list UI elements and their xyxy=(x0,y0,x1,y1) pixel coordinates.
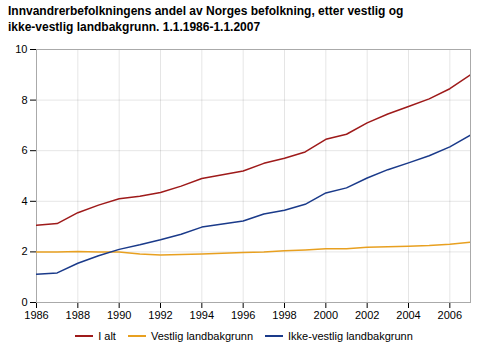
html-text:Innvandrerbefolkningens andel: Innvandrerbefolkningens andel av Norges … xyxy=(8,4,404,34)
svg-text:0: 0 xyxy=(21,296,27,308)
svg-text:1986: 1986 xyxy=(24,309,48,321)
svg-text:1994: 1994 xyxy=(190,309,214,321)
svg-text:2004: 2004 xyxy=(396,309,420,321)
svg-text:4: 4 xyxy=(21,195,27,207)
svg-text:1998: 1998 xyxy=(272,309,296,321)
svg-text:1990: 1990 xyxy=(107,309,131,321)
svg-text:6: 6 xyxy=(21,144,27,156)
svg-text:2000: 2000 xyxy=(314,309,338,321)
svg-text:1988: 1988 xyxy=(66,309,90,321)
html-text:Ikke-vestlig landbakgrunn: Ikke-vestlig landbakgrunn xyxy=(288,330,413,343)
svg-text:1996: 1996 xyxy=(231,309,255,321)
svg-text:2002: 2002 xyxy=(355,309,379,321)
svg-text:8: 8 xyxy=(21,94,27,106)
html-text:Vestlig landbakgrunn: Vestlig landbakgrunn xyxy=(150,330,254,343)
svg-text:2006: 2006 xyxy=(438,309,462,321)
svg-text:2: 2 xyxy=(21,246,27,258)
svg-text:1992: 1992 xyxy=(148,309,172,321)
html-text:I alt: I alt xyxy=(98,330,116,343)
svg-text:10: 10 xyxy=(15,43,27,55)
